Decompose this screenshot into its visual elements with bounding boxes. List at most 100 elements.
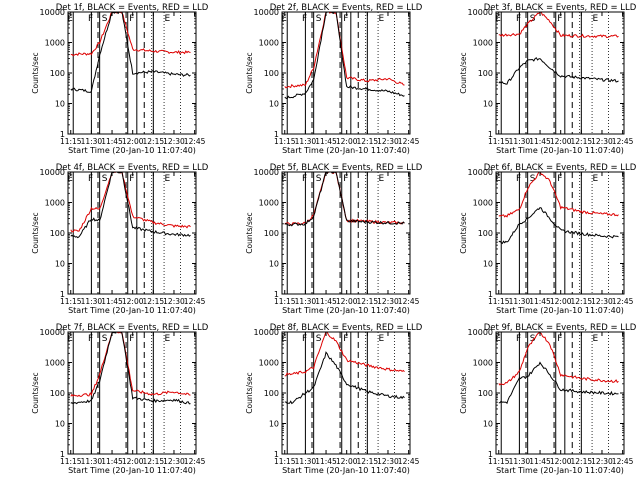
y-tick-label: 1	[60, 130, 65, 139]
x-tick-label: 12:45	[612, 297, 634, 306]
y-tick-label: 10000	[254, 328, 279, 337]
plot-frame	[495, 331, 625, 455]
marker-letter: S	[316, 174, 322, 184]
x-tick-label: 12:00	[122, 297, 144, 306]
x-tick-label: 11:15	[488, 297, 510, 306]
x-axis-label: Start Time (20-Jan-10 11:07:40)	[496, 466, 624, 475]
x-tick-label: 12:00	[336, 457, 358, 466]
y-axis-label: Counts/sec	[459, 212, 468, 253]
lld-trace	[498, 172, 619, 218]
y-tick-label: 1000	[473, 359, 493, 368]
x-tick-label: 12:00	[122, 137, 144, 146]
x-tick-label: 11:30	[509, 297, 531, 306]
y-tick-label: 1	[488, 290, 493, 299]
marker-letter: F	[516, 14, 521, 24]
x-tick-label: 12:30	[377, 457, 399, 466]
x-tick-label: 11:15	[488, 457, 510, 466]
marker-letter: E	[67, 334, 73, 344]
x-tick-label: 11:15	[274, 457, 296, 466]
x-tick-label: 12:15	[357, 137, 379, 146]
x-tick-label: 12:00	[550, 137, 572, 146]
x-axis-label: Start Time (20-Jan-10 11:07:40)	[68, 466, 196, 475]
x-tick-label: 11:45	[529, 457, 551, 466]
x-tick-label: 12:30	[591, 457, 613, 466]
x-tick-label: 12:30	[377, 137, 399, 146]
x-tick-label: 11:15	[60, 457, 82, 466]
y-tick-label: 1	[274, 130, 279, 139]
y-tick-label: 10	[55, 100, 65, 109]
marker-letter: F	[88, 334, 93, 344]
y-tick-label: 10000	[468, 8, 493, 17]
marker-letter: F	[129, 334, 134, 344]
x-tick-label: 11:30	[81, 457, 103, 466]
x-tick-label: 11:15	[488, 137, 510, 146]
x-tick-label: 12:15	[571, 297, 593, 306]
marker-letter: E	[165, 334, 171, 344]
x-tick-label: 12:15	[143, 457, 165, 466]
events-trace	[498, 361, 619, 405]
marker-letter: F	[343, 174, 348, 184]
lld-trace	[70, 12, 191, 57]
marker-letter: E	[67, 14, 73, 24]
events-trace	[70, 172, 191, 239]
lld-trace	[284, 12, 405, 89]
x-tick-label: 12:45	[612, 137, 634, 146]
marker-letter: F	[129, 174, 134, 184]
x-tick-label: 11:45	[315, 137, 337, 146]
y-tick-label: 1000	[259, 199, 279, 208]
events-trace	[284, 351, 405, 405]
x-tick-label: 12:45	[398, 297, 420, 306]
marker-letter: F	[88, 174, 93, 184]
lld-trace	[70, 332, 191, 397]
y-tick-label: 100	[478, 229, 493, 238]
lld-trace	[498, 12, 619, 39]
panel-title: Det 2f, BLACK = Events, RED = LLD	[270, 3, 423, 13]
panel-title: Det 6f, BLACK = Events, RED = LLD	[484, 163, 637, 173]
y-axis-label: Counts/sec	[459, 372, 468, 413]
panel-title: Det 5f, BLACK = Events, RED = LLD	[270, 163, 423, 173]
y-tick-label: 1000	[45, 359, 65, 368]
y-axis-label: Counts/sec	[245, 372, 254, 413]
x-tick-label: 11:45	[101, 297, 123, 306]
plot-frame	[495, 171, 625, 295]
y-tick-label: 10000	[40, 168, 65, 177]
x-tick-label: 12:45	[184, 297, 206, 306]
x-tick-label: 12:15	[571, 457, 593, 466]
marker-letter: F	[516, 174, 521, 184]
marker-letter: F	[302, 334, 307, 344]
x-tick-label: 11:45	[101, 137, 123, 146]
y-tick-label: 1	[60, 450, 65, 459]
marker-letter: F	[343, 334, 348, 344]
x-tick-label: 11:15	[274, 137, 296, 146]
x-tick-label: 11:45	[529, 137, 551, 146]
y-tick-label: 1000	[45, 199, 65, 208]
y-tick-label: 100	[50, 229, 65, 238]
y-axis-label: Counts/sec	[31, 212, 40, 253]
y-tick-label: 10	[483, 420, 493, 429]
x-tick-label: 11:45	[529, 297, 551, 306]
plot-frame	[67, 171, 197, 295]
y-tick-label: 1000	[259, 359, 279, 368]
events-trace	[70, 12, 191, 94]
x-tick-label: 12:30	[163, 297, 185, 306]
events-trace	[70, 332, 191, 405]
y-tick-label: 10000	[468, 168, 493, 177]
x-tick-label: 12:45	[184, 457, 206, 466]
marker-letter: E	[165, 174, 171, 184]
y-tick-label: 1	[488, 130, 493, 139]
x-tick-label: 11:45	[101, 457, 123, 466]
y-tick-label: 1	[274, 290, 279, 299]
lld-trace	[498, 332, 619, 386]
plot-frame	[67, 11, 197, 135]
y-tick-label: 10	[483, 260, 493, 269]
events-trace	[498, 57, 619, 85]
x-tick-label: 12:45	[612, 457, 634, 466]
plot-frame	[281, 171, 411, 295]
y-tick-label: 100	[264, 389, 279, 398]
marker-letter: E	[281, 334, 287, 344]
marker-letter: S	[316, 334, 322, 344]
